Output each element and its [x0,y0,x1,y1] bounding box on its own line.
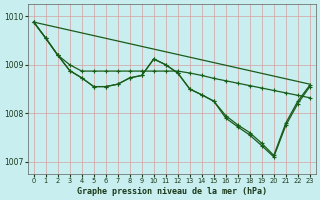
X-axis label: Graphe pression niveau de la mer (hPa): Graphe pression niveau de la mer (hPa) [77,187,267,196]
